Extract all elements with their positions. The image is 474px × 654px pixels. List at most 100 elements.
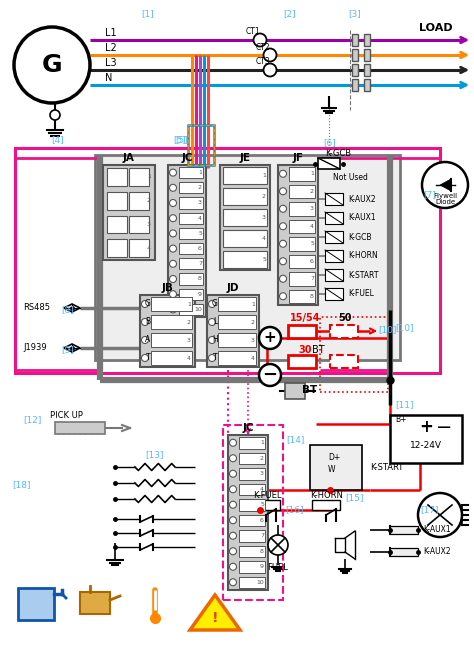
Bar bbox=[218, 315, 256, 329]
Text: −: − bbox=[436, 417, 452, 436]
Bar bbox=[179, 304, 203, 315]
Text: J1939: J1939 bbox=[23, 343, 46, 353]
Text: 1: 1 bbox=[187, 301, 191, 307]
Circle shape bbox=[170, 245, 176, 252]
Bar bbox=[18, 588, 54, 620]
Bar bbox=[318, 158, 340, 169]
Bar bbox=[129, 192, 149, 209]
Polygon shape bbox=[64, 344, 80, 352]
Text: 4: 4 bbox=[187, 356, 191, 360]
Text: 7: 7 bbox=[198, 262, 202, 266]
Text: K-START: K-START bbox=[348, 271, 379, 279]
Text: 5: 5 bbox=[198, 231, 202, 236]
Bar bbox=[325, 250, 343, 262]
Bar bbox=[288, 325, 316, 338]
Bar bbox=[179, 228, 203, 239]
Text: A: A bbox=[146, 336, 151, 345]
Text: CT2: CT2 bbox=[256, 43, 271, 52]
Bar bbox=[289, 272, 315, 286]
Text: CT1: CT1 bbox=[246, 27, 261, 37]
Text: JF: JF bbox=[292, 153, 303, 163]
Polygon shape bbox=[440, 179, 451, 191]
Text: 3: 3 bbox=[147, 222, 151, 227]
Bar bbox=[15, 148, 440, 373]
Text: [4]: [4] bbox=[52, 135, 64, 145]
Circle shape bbox=[170, 230, 176, 237]
Polygon shape bbox=[64, 304, 80, 312]
Circle shape bbox=[170, 260, 176, 267]
Circle shape bbox=[229, 532, 237, 540]
Bar bbox=[390, 548, 418, 556]
Text: 6: 6 bbox=[198, 246, 202, 251]
Text: 4: 4 bbox=[262, 236, 266, 241]
Bar bbox=[151, 297, 192, 311]
Circle shape bbox=[209, 337, 216, 343]
Bar bbox=[320, 317, 388, 392]
Bar bbox=[151, 333, 192, 347]
Circle shape bbox=[229, 439, 237, 446]
Circle shape bbox=[229, 501, 237, 508]
Text: CT3: CT3 bbox=[256, 58, 271, 67]
Text: 2: 2 bbox=[147, 198, 151, 203]
Text: BT: BT bbox=[302, 385, 318, 395]
Text: G: G bbox=[212, 300, 218, 309]
Text: 12-24V: 12-24V bbox=[410, 441, 442, 449]
Text: G: G bbox=[145, 300, 151, 309]
Text: 8: 8 bbox=[260, 549, 264, 554]
Circle shape bbox=[254, 33, 266, 46]
Text: 10: 10 bbox=[194, 307, 202, 312]
Bar bbox=[188, 125, 214, 165]
Text: 2: 2 bbox=[260, 456, 264, 461]
Circle shape bbox=[280, 293, 286, 300]
Text: 7: 7 bbox=[310, 276, 314, 281]
Circle shape bbox=[229, 579, 237, 586]
Bar bbox=[151, 351, 192, 365]
Text: JC: JC bbox=[242, 423, 254, 433]
Text: JA: JA bbox=[123, 153, 135, 163]
Bar bbox=[223, 167, 267, 184]
Bar bbox=[223, 188, 267, 205]
Text: T: T bbox=[146, 354, 150, 362]
Bar bbox=[239, 453, 265, 464]
Circle shape bbox=[422, 162, 468, 208]
Circle shape bbox=[209, 300, 216, 307]
Text: 5: 5 bbox=[310, 241, 314, 247]
Bar bbox=[352, 64, 358, 76]
Bar bbox=[390, 415, 462, 463]
Text: L2: L2 bbox=[105, 43, 117, 53]
Text: W: W bbox=[328, 466, 336, 475]
Bar bbox=[179, 182, 203, 194]
Bar bbox=[289, 237, 315, 250]
Circle shape bbox=[229, 455, 237, 462]
Text: −: − bbox=[263, 366, 278, 384]
Text: B+: B+ bbox=[395, 415, 407, 424]
Bar bbox=[179, 288, 203, 300]
Circle shape bbox=[280, 205, 286, 213]
Circle shape bbox=[229, 563, 237, 570]
Text: K-AUX2: K-AUX2 bbox=[348, 194, 375, 203]
Text: PICK UP: PICK UP bbox=[50, 411, 83, 419]
Circle shape bbox=[259, 327, 281, 349]
Circle shape bbox=[280, 275, 286, 283]
Bar bbox=[239, 437, 265, 449]
Text: L1: L1 bbox=[105, 28, 117, 38]
Text: [17]: [17] bbox=[421, 506, 439, 515]
Text: 1: 1 bbox=[310, 171, 314, 176]
Circle shape bbox=[229, 548, 237, 555]
Text: 1: 1 bbox=[147, 175, 151, 179]
Text: 1: 1 bbox=[198, 170, 202, 175]
Circle shape bbox=[170, 290, 176, 298]
Circle shape bbox=[229, 517, 237, 524]
Bar bbox=[80, 592, 110, 614]
Text: 1: 1 bbox=[260, 440, 264, 445]
Text: JD: JD bbox=[227, 283, 239, 293]
Text: 3: 3 bbox=[251, 337, 255, 343]
Circle shape bbox=[280, 170, 286, 177]
Bar bbox=[223, 251, 267, 268]
Text: 6: 6 bbox=[260, 518, 264, 523]
Bar bbox=[325, 269, 343, 281]
Bar bbox=[289, 220, 315, 233]
Text: 30: 30 bbox=[298, 345, 312, 355]
Text: 4: 4 bbox=[198, 216, 202, 220]
Text: [3]: [3] bbox=[348, 10, 361, 18]
